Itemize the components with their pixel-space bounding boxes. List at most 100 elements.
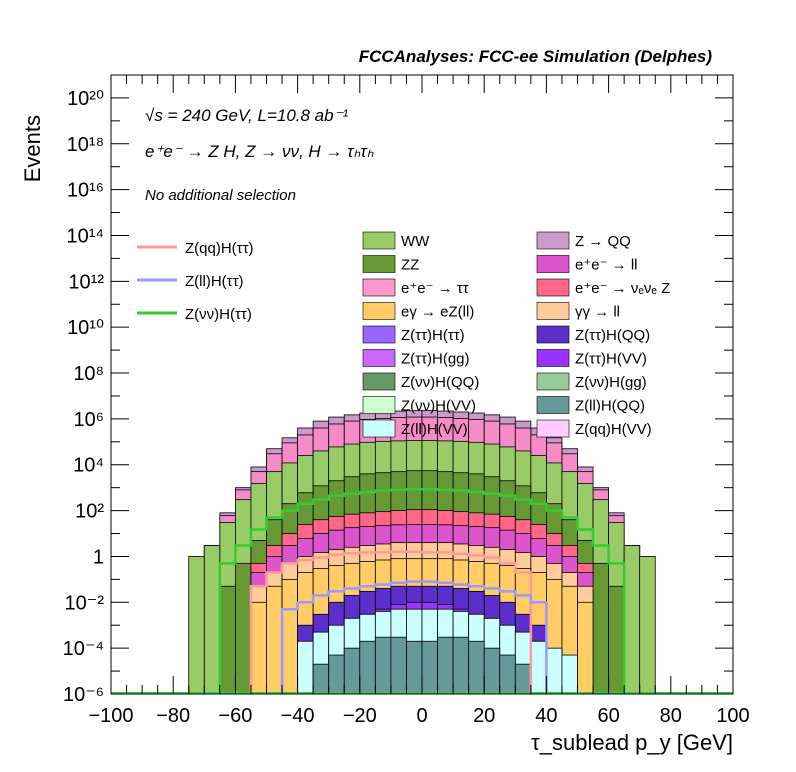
x-tick-label: 80 xyxy=(660,705,682,727)
selection-label: No additional selection xyxy=(145,187,296,204)
legend-swatch xyxy=(536,231,570,250)
bar-11-4 xyxy=(374,636,392,695)
bar-11-13 xyxy=(514,663,532,695)
legend-swatch xyxy=(362,278,396,297)
x-tick-label: −60 xyxy=(218,705,252,727)
signal-line-2 xyxy=(218,488,626,694)
y-tick-label: 10⁶ xyxy=(74,409,104,431)
legend-label: Z(ττ)H(VV) xyxy=(575,351,647,368)
process-label: e⁺e⁻ → Z H, Z → νν, H → τₕτₕ xyxy=(145,142,374,161)
legend-label: e⁺e⁻ → ττ xyxy=(401,280,469,297)
bar-11-11 xyxy=(483,647,501,695)
legend-label: γγ → ll xyxy=(575,304,620,321)
x-tick-label: 20 xyxy=(473,705,495,727)
energy-label: √s = 240 GeV, L=10.8 ab⁻¹ xyxy=(145,106,349,125)
y-tick-label: 10² xyxy=(75,501,104,523)
bar-11-0 xyxy=(312,663,330,695)
y-tick-label: 10¹² xyxy=(68,271,104,293)
y-tick-label: 10⁻⁴ xyxy=(63,638,104,660)
legend-swatch xyxy=(536,349,570,367)
legend-swatch xyxy=(536,255,570,273)
y-tick-label: 10⁸ xyxy=(73,363,104,385)
legend-label: Z(νν)H(VV) xyxy=(401,398,476,415)
y-tick-label: 10⁴ xyxy=(73,455,104,477)
legend-label: Z(ll)H(QQ) xyxy=(575,398,645,415)
bar-11-2 xyxy=(343,647,361,695)
legend-line-label: Z(qq)H(ττ) xyxy=(185,240,254,257)
bar-2-28 xyxy=(623,545,641,695)
y-tick-label: 10⁻² xyxy=(65,592,105,614)
legend-swatch xyxy=(536,372,570,391)
bar-3-1 xyxy=(234,562,252,695)
bar-11-10 xyxy=(468,640,485,695)
legend-swatch xyxy=(362,302,396,320)
bar-2-29 xyxy=(639,556,656,695)
chart-title: FCCAnalyses: FCC-ee Simulation (Delphes) xyxy=(359,47,713,66)
legend-swatch xyxy=(536,419,570,438)
legend-label: Z → QQ xyxy=(575,233,631,250)
bar-11-7 xyxy=(421,640,438,695)
bar-10-15 xyxy=(530,640,547,695)
bar-11-1 xyxy=(328,654,345,695)
legend-swatch xyxy=(536,278,570,297)
signal-line-1 xyxy=(280,580,548,694)
legend-label: Z(ττ)H(QQ) xyxy=(575,327,650,344)
legend-label: WW xyxy=(401,233,430,250)
x-tick-label: −80 xyxy=(156,705,190,727)
bar-11-8 xyxy=(437,636,454,695)
bar-3-25 xyxy=(608,585,625,695)
legend-label: Z(ll)H(VV) xyxy=(401,421,468,438)
y-tick-label: 10²⁰ xyxy=(67,88,104,110)
bar-3-24 xyxy=(592,562,609,695)
x-tick-label: −40 xyxy=(281,705,315,727)
legend-label: Z(ττ)H(ττ) xyxy=(401,327,465,344)
bar-10-0 xyxy=(297,640,314,695)
legend-swatch xyxy=(362,419,396,438)
bar-3-0 xyxy=(219,585,236,695)
legend-label: e⁺e⁻ → νₑνₑ Z xyxy=(575,280,670,297)
bar-11-6 xyxy=(406,640,423,695)
legend-swatch xyxy=(362,325,396,344)
x-tick-label: 0 xyxy=(416,705,427,727)
bar-11-12 xyxy=(499,654,516,695)
signal-line-0 xyxy=(249,550,533,694)
x-tick-label: −100 xyxy=(88,705,133,727)
y-tick-label: 10¹⁴ xyxy=(67,225,105,247)
legend-swatch xyxy=(362,349,396,367)
bar-7-1 xyxy=(266,585,283,695)
x-tick-label: −20 xyxy=(343,705,377,727)
legend: Z(qq)H(ττ) Z(ll)H(ττ) Z(νν)H(ττ) WW ZZ e⁺e⁻ →… xyxy=(137,231,670,438)
legend-swatch xyxy=(362,372,396,391)
legend-swatch xyxy=(536,302,570,320)
bar-2-1 xyxy=(203,545,221,695)
x-tick-label: 60 xyxy=(597,705,619,727)
y-tick-label: 10⁻⁶ xyxy=(63,684,104,706)
legend-label: e⁺e⁻ → ll xyxy=(575,257,638,274)
legend-label: eγ → eZ(ll) xyxy=(401,304,474,321)
y-tick-label: 1 xyxy=(93,546,104,568)
x-tick-label: 100 xyxy=(716,705,749,727)
x-axis-label: τ_sublead p_y [GeV] xyxy=(531,730,733,755)
legend-swatch xyxy=(362,231,396,250)
bar-11-9 xyxy=(452,636,470,695)
legend-swatch xyxy=(536,396,570,414)
x-tick-label: 40 xyxy=(535,705,557,727)
y-tick-label: 10¹⁸ xyxy=(67,134,104,156)
bar-10-16 xyxy=(546,647,563,695)
y-axis-label: Events xyxy=(20,115,45,182)
bar-7-21 xyxy=(577,601,594,695)
bar-7-0 xyxy=(250,601,267,695)
bar-11-5 xyxy=(390,636,407,695)
legend-line-label: Z(ll)H(ττ) xyxy=(185,273,244,290)
axes: −100 −80 −60 −40 −20 0 20 40 60 80 100 10⁻⁶ 10⁻⁴ 10⁻²… xyxy=(63,74,750,727)
legend-swatch xyxy=(362,396,396,414)
bar-2-0 xyxy=(188,556,205,695)
legend-label: Z(νν)H(gg) xyxy=(575,374,647,391)
bar-7-2 xyxy=(281,578,298,695)
bar-10-17 xyxy=(561,654,578,695)
legend-label: Z(qq)H(VV) xyxy=(575,421,652,438)
legend-label: Z(νν)H(QQ) xyxy=(401,374,479,391)
y-tick-label: 10¹⁰ xyxy=(67,317,104,339)
y-tick-label: 10¹⁶ xyxy=(67,180,104,202)
